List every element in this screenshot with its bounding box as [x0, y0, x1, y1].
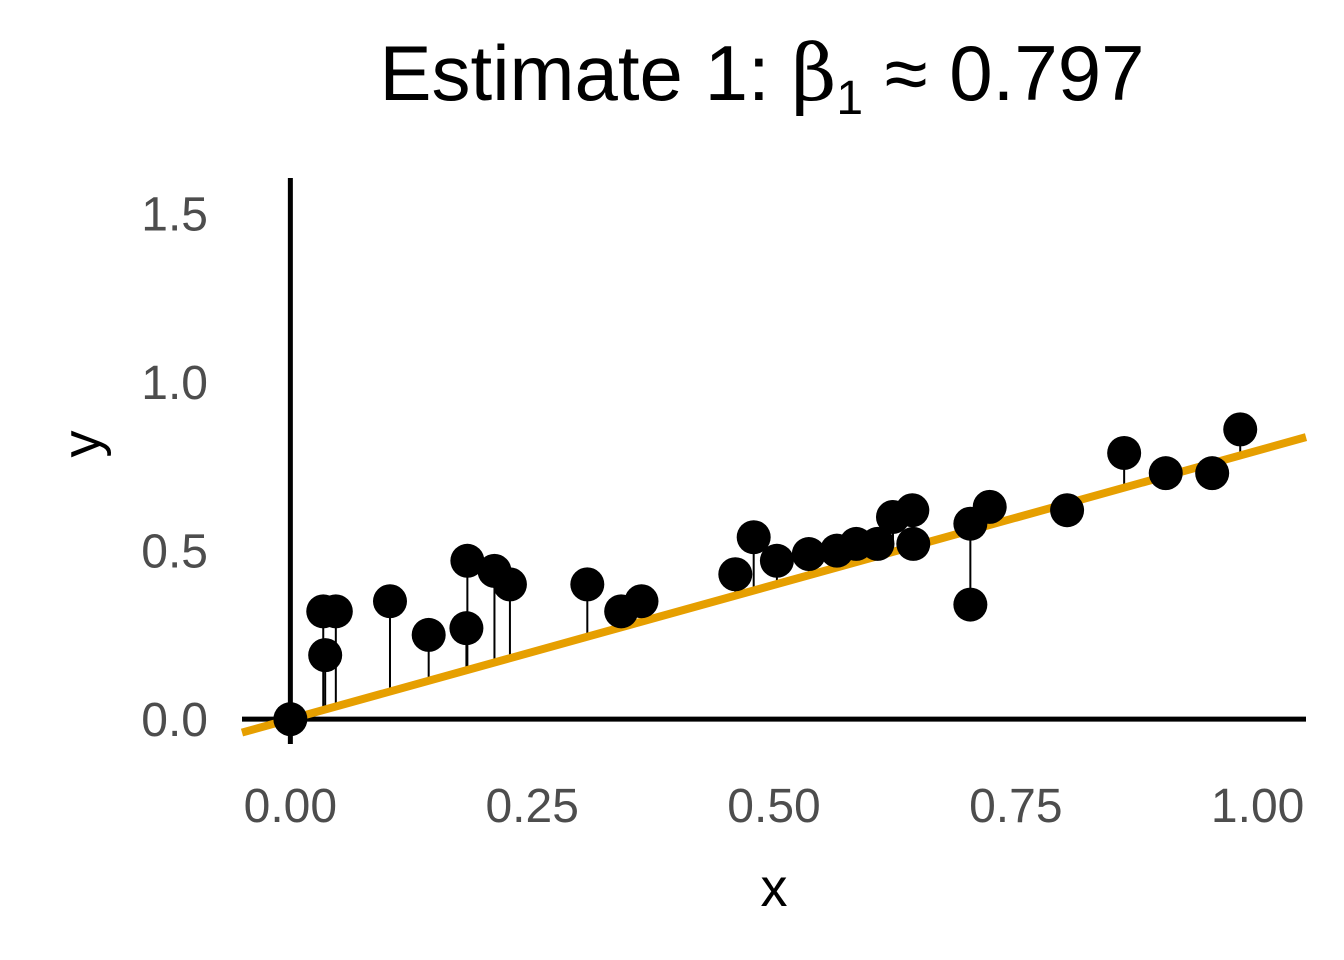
data-point-24 — [953, 587, 988, 622]
chart-title: Estimate 1: β1 ≈ 0.797 — [90, 28, 1344, 128]
data-point-5 — [411, 617, 446, 652]
x-tick-labels: 0.00 0.25 0.50 0.75 1.00 — [244, 780, 1305, 833]
title-beta-symbol: β — [791, 29, 837, 119]
y-tick-label: 0.5 — [141, 526, 208, 579]
axes — [242, 178, 1306, 744]
data-point-29 — [1195, 456, 1230, 491]
data-point-22 — [896, 526, 931, 561]
y-tick-label: 1.5 — [141, 189, 208, 242]
data-point-27 — [1107, 435, 1142, 470]
x-tick-label: 1.00 — [1211, 780, 1304, 833]
data-point-21 — [895, 493, 930, 528]
x-axis-label: x — [761, 858, 788, 918]
data-point-0 — [273, 702, 308, 737]
data-point-3 — [318, 594, 353, 629]
data-point-19 — [860, 526, 895, 561]
title-approx-symbol: ≈ — [863, 29, 950, 117]
data-point-4 — [372, 584, 407, 619]
title-beta-subscript: 1 — [836, 72, 864, 125]
data-point-14 — [736, 520, 771, 555]
data-point-16 — [791, 537, 826, 572]
data-point-15 — [759, 543, 794, 578]
data-point-7 — [450, 543, 485, 578]
data-point-28 — [1148, 456, 1183, 491]
data-point-12 — [624, 584, 659, 619]
data-point-6 — [449, 611, 484, 646]
data-point-25 — [972, 489, 1007, 524]
y-tick-label: 0.0 — [141, 694, 208, 747]
data-point-26 — [1050, 493, 1085, 528]
title-prefix: Estimate 1: — [379, 29, 792, 117]
data-point-30 — [1223, 412, 1258, 447]
x-tick-label: 0.50 — [727, 780, 820, 833]
title-estimate-value: 0.797 — [949, 29, 1145, 117]
y-axis-label: y — [52, 431, 112, 458]
y-tick-labels: 0.0 0.5 1.0 1.5 — [141, 189, 208, 747]
data-points — [273, 412, 1258, 737]
data-point-1 — [308, 638, 343, 673]
data-point-10 — [570, 567, 605, 602]
y-tick-label: 1.0 — [141, 357, 208, 410]
data-point-9 — [492, 567, 527, 602]
x-tick-label: 0.00 — [244, 780, 337, 833]
regression-line — [240, 433, 1308, 737]
x-tick-label: 0.25 — [485, 780, 578, 833]
data-point-13 — [718, 557, 753, 592]
x-tick-label: 0.75 — [969, 780, 1062, 833]
